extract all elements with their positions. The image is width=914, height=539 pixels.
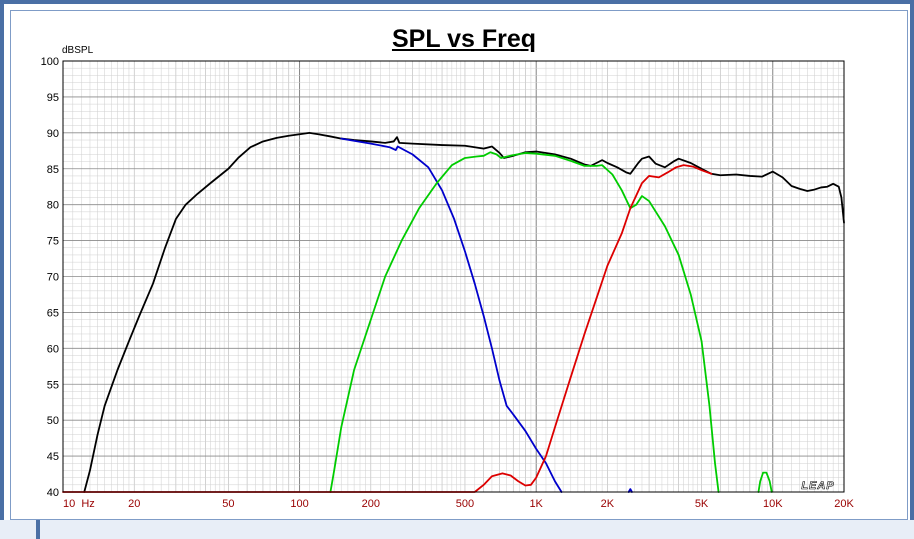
y-tick-label: 80 (47, 200, 59, 212)
x-tick-label: 10K (763, 498, 783, 510)
x-tick-label: 20K (834, 498, 854, 510)
series-line-5 (62, 164, 713, 493)
x-tick-label: 5K (695, 498, 709, 510)
status-strip-marker (36, 520, 40, 539)
series-layer (62, 131, 845, 493)
series-line-3 (329, 151, 720, 493)
series-line-2 (340, 137, 563, 493)
y-tick-label: 50 (47, 415, 59, 427)
y-tick-label: 95 (47, 92, 59, 104)
x-tick-label: 1K (529, 498, 543, 510)
grid (63, 61, 844, 492)
y-tick-label: 60 (47, 343, 59, 355)
x-tick-label: 500 (456, 498, 474, 510)
y-tick-label: 85 (47, 164, 59, 176)
series-line-6 (627, 488, 633, 493)
status-strip (0, 520, 914, 539)
x-tick-label: 2K (601, 498, 615, 510)
chart-title: SPL vs Freq (391, 25, 537, 53)
y-tick-label: 65 (47, 307, 59, 319)
y-tick-label: 100 (41, 56, 59, 68)
x-tick-label: 20 (128, 498, 140, 510)
y-tick-label: 45 (47, 451, 59, 463)
x-tick-label: 50 (222, 498, 234, 510)
plot-border (62, 60, 845, 493)
series-line-4 (757, 471, 773, 493)
leap-watermark: LEAP (801, 480, 834, 492)
y-tick-label: 90 (47, 128, 59, 140)
y-tick-label: 55 (47, 379, 59, 391)
y-axis-label: dBSPL (62, 45, 94, 56)
y-tick-label: 40 (47, 487, 59, 499)
x-tick-label: 100 (290, 498, 308, 510)
x-tick-label: 200 (362, 498, 380, 510)
x-tick-label: 10 Hz (63, 498, 95, 510)
axes: 40 45 50 55 60 65 70 75 80 85 90 95 100 10 Hz 20 50 100 2… (41, 56, 855, 510)
y-tick-label: 75 (47, 236, 59, 248)
y-tick-label: 70 (47, 272, 59, 284)
